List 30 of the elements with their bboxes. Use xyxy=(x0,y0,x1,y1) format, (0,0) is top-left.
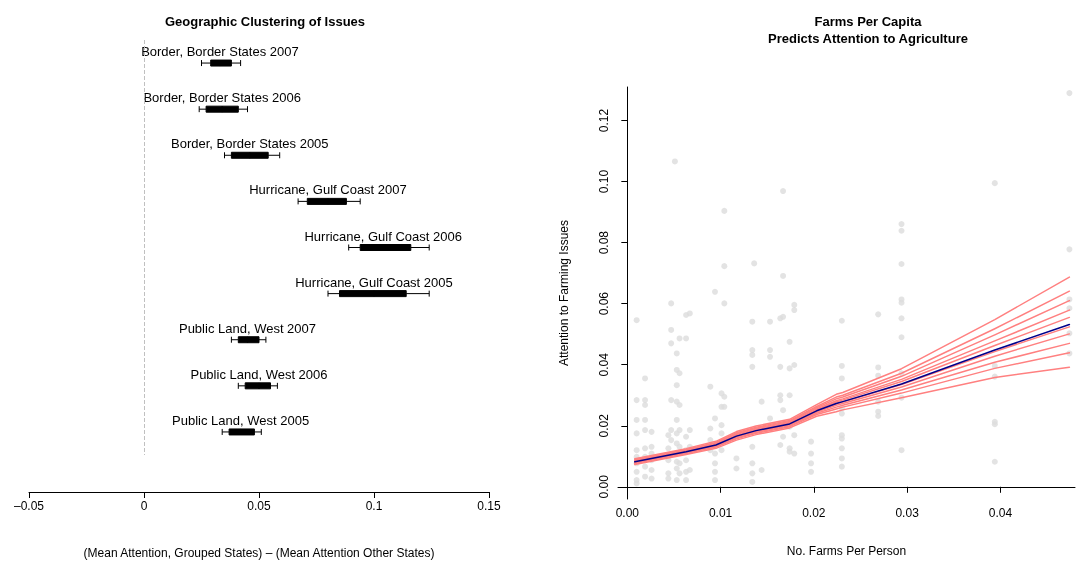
x-tick-label: 0.00 xyxy=(615,506,640,520)
chart-title: Farms Per Capita Predicts Attention to Agriculture xyxy=(768,14,968,46)
y-tick-label: 0.08 xyxy=(597,230,611,255)
x-tick-label: 0.04 xyxy=(988,506,1013,520)
x-tick-label: –0.05 xyxy=(13,499,45,513)
chart-title: Geographic Clustering of Issues xyxy=(164,14,366,29)
x-tick-label: 0 xyxy=(140,499,148,513)
x-tick-label: 0.1 xyxy=(365,499,383,513)
y-tick-label: 0.12 xyxy=(597,108,611,133)
y-tick-label: 0.02 xyxy=(597,413,611,438)
y-tick-label: Hurricane, Gulf Coast 2006 xyxy=(304,228,462,244)
x-tick-label: 0.01 xyxy=(708,506,733,520)
x-tick-label: 0.03 xyxy=(895,506,920,520)
y-tick-label: Public Land, West 2005 xyxy=(172,412,310,428)
y-tick-label: 0.10 xyxy=(597,169,611,194)
y-tick-label: 0.04 xyxy=(597,352,611,377)
y-tick-label: Border, Border States 2007 xyxy=(141,44,299,60)
y-tick-label: 0.06 xyxy=(597,291,611,316)
x-tick-label: 0.02 xyxy=(802,506,826,520)
y-axis-title: Attention to Farming Issues xyxy=(557,219,571,367)
y-tick-label: Hurricane, Gulf Coast 2005 xyxy=(295,274,453,290)
y-tick-label: Border, Border States 2005 xyxy=(171,136,329,152)
y-tick-label: Public Land, West 2007 xyxy=(178,320,317,336)
y-tick-label: Border, Border States 2006 xyxy=(143,90,301,106)
x-axis-title: No. Farms Per Person xyxy=(786,544,907,558)
x-tick-label: 0.15 xyxy=(477,499,501,513)
x-axis-title: (Mean Attention, Grouped States) – (Mean Attention Other States) xyxy=(83,546,435,560)
y-tick-label: Public Land, West 2006 xyxy=(190,366,328,382)
x-tick-label: 0.05 xyxy=(247,499,271,513)
y-tick-label: Hurricane, Gulf Coast 2007 xyxy=(249,182,407,198)
